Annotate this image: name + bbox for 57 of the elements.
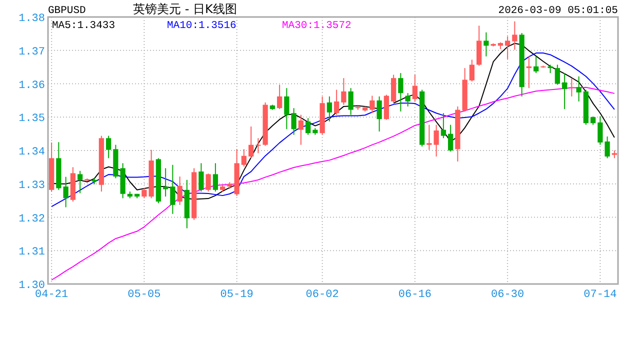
candlestick: [384, 94, 389, 120]
candlestick: [256, 138, 261, 154]
candlestick: [554, 64, 560, 86]
y-tick-label: 1.37: [18, 46, 45, 58]
candlestick: [170, 164, 176, 214]
candlestick: [562, 72, 568, 110]
x-tick-label: 05-19: [220, 289, 254, 301]
candlestick: [298, 114, 304, 146]
candlestick: [341, 78, 346, 106]
candlestick: [241, 148, 246, 168]
chart-title: 英镑美元 - 日K线图: [133, 2, 237, 16]
x-tick-label: 05-05: [128, 289, 161, 301]
chart-subtitle: GBPUSD: [48, 5, 86, 17]
x-tick-label: 06-02: [306, 289, 339, 301]
candlestick: [390, 74, 396, 104]
candlestick: [569, 78, 574, 97]
x-tick-label: 04-21: [35, 289, 68, 301]
candlestick: [198, 162, 204, 192]
text: MA5:1.3433: [52, 20, 116, 32]
text: MA10:1.3516: [167, 20, 236, 32]
x-tick-label: 07-14: [584, 289, 618, 301]
candlestick: [370, 95, 375, 114]
candlestick: [484, 32, 489, 57]
candlestick: [177, 176, 182, 206]
candlestick: [376, 96, 382, 132]
text: MA30:1.3572: [282, 20, 352, 32]
candlestick: [440, 112, 446, 139]
candlestick: [504, 36, 510, 60]
x-tick-label: 06-30: [491, 289, 524, 301]
candlestick: [576, 76, 582, 102]
candlestick: [212, 162, 218, 192]
y-tick-label: 1.36: [18, 80, 45, 92]
candlestick: [305, 118, 311, 136]
candlestick: [334, 89, 340, 116]
candlestick: [412, 74, 418, 102]
candlestick: [248, 126, 254, 159]
candlestick: [533, 56, 539, 74]
candlestick: [469, 59, 474, 82]
text: 2026-03-09 05:01:05: [498, 5, 618, 17]
candlestick: [206, 173, 211, 192]
candlestick: [106, 135, 112, 159]
y-tick-label: 1.32: [18, 213, 45, 226]
x-tick-label: 06-16: [398, 289, 432, 301]
candlestick: [405, 92, 410, 107]
candlestick: [448, 124, 454, 152]
y-tick-label: 1.38: [18, 13, 45, 25]
candlestick: [512, 20, 518, 50]
candlestick: [276, 84, 282, 110]
candlestick: [348, 88, 354, 116]
candlestick: [326, 96, 332, 122]
candlestick: [162, 168, 168, 198]
y-tick-label: 1.33: [18, 180, 45, 192]
candlestick: [78, 170, 83, 194]
y-tick-label: 1.35: [18, 113, 45, 126]
y-tick-label: 1.31: [18, 246, 46, 259]
y-tick-label: 1.34: [18, 146, 46, 158]
candlestick: [398, 72, 404, 112]
